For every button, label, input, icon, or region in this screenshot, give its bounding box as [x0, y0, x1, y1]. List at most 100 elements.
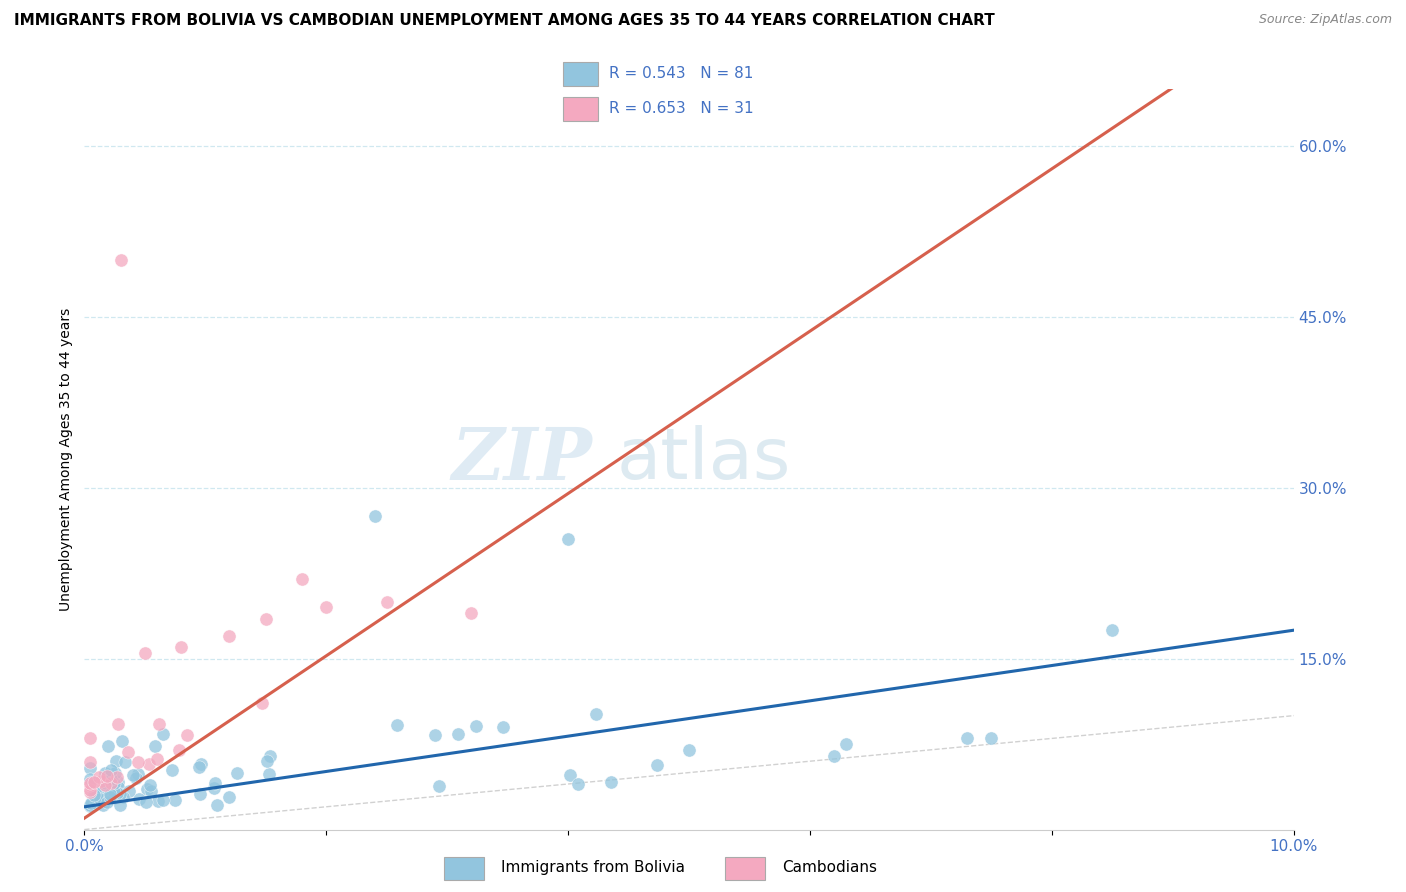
Point — [585, 706, 607, 721]
Text: R = 0.653   N = 31: R = 0.653 N = 31 — [609, 102, 754, 116]
Point — [190, 756, 212, 771]
Point — [170, 640, 193, 655]
Point — [187, 760, 209, 774]
FancyBboxPatch shape — [564, 96, 598, 121]
Point — [143, 739, 166, 753]
Point — [600, 775, 623, 789]
Point — [204, 776, 226, 790]
Point — [101, 773, 124, 788]
Point — [678, 743, 700, 757]
Point — [118, 784, 141, 798]
Point — [125, 772, 148, 786]
Point — [385, 718, 408, 732]
Point — [103, 785, 125, 799]
Point — [79, 731, 101, 745]
Point — [79, 775, 101, 789]
Point — [135, 796, 157, 810]
Text: IMMIGRANTS FROM BOLIVIA VS CAMBODIAN UNEMPLOYMENT AMONG AGES 35 TO 44 YEARS CORR: IMMIGRANTS FROM BOLIVIA VS CAMBODIAN UNE… — [14, 13, 995, 29]
Point — [103, 790, 125, 805]
Point — [98, 789, 121, 804]
Point — [127, 766, 149, 780]
Point — [152, 727, 174, 741]
Point — [87, 770, 110, 784]
Point — [315, 600, 337, 615]
Point — [83, 788, 105, 802]
Point — [429, 779, 451, 793]
Point — [122, 768, 145, 782]
Point — [100, 772, 122, 786]
Point — [117, 745, 139, 759]
Point — [956, 731, 979, 746]
Point — [218, 629, 240, 643]
Point — [111, 789, 134, 804]
Point — [141, 784, 163, 798]
Point — [146, 752, 169, 766]
Point — [94, 766, 117, 780]
Point — [79, 799, 101, 814]
Point — [105, 770, 128, 784]
Point — [1101, 624, 1123, 638]
Point — [91, 798, 114, 813]
Text: ZIP: ZIP — [451, 424, 592, 495]
Point — [79, 756, 101, 770]
Point — [90, 774, 112, 789]
Point — [446, 726, 468, 740]
Point — [257, 766, 280, 780]
Point — [176, 728, 198, 742]
Point — [835, 737, 858, 751]
Point — [645, 758, 668, 772]
Point — [823, 748, 845, 763]
Point — [111, 734, 134, 748]
Point — [218, 789, 240, 804]
Point — [79, 772, 101, 786]
Point — [375, 595, 398, 609]
Point — [96, 769, 118, 783]
Point — [84, 784, 107, 798]
Point — [114, 755, 136, 769]
Point — [460, 606, 482, 620]
Point — [128, 791, 150, 805]
Point — [464, 719, 486, 733]
Point — [79, 779, 101, 793]
Point — [138, 778, 160, 792]
Point — [98, 788, 121, 802]
Point — [100, 776, 122, 790]
Point — [138, 757, 160, 772]
Point — [423, 728, 446, 742]
Point — [96, 796, 118, 810]
Point — [134, 646, 156, 660]
FancyBboxPatch shape — [564, 62, 598, 87]
Point — [80, 796, 103, 810]
Point — [363, 509, 385, 524]
Point — [108, 787, 131, 801]
Point — [79, 761, 101, 775]
Point — [492, 720, 515, 734]
Text: Immigrants from Bolivia: Immigrants from Bolivia — [501, 860, 685, 875]
Point — [79, 783, 101, 797]
Point — [190, 787, 212, 801]
Point — [152, 793, 174, 807]
Point — [291, 572, 314, 586]
Point — [250, 696, 273, 710]
Point — [162, 763, 184, 777]
Point — [254, 612, 277, 626]
Text: Source: ZipAtlas.com: Source: ZipAtlas.com — [1258, 13, 1392, 27]
Point — [107, 716, 129, 731]
Point — [557, 532, 579, 546]
Point — [84, 797, 107, 811]
Point — [567, 777, 589, 791]
Text: R = 0.543   N = 81: R = 0.543 N = 81 — [609, 67, 754, 81]
Point — [256, 754, 278, 768]
FancyBboxPatch shape — [444, 857, 484, 880]
Point — [89, 792, 111, 806]
Point — [163, 793, 186, 807]
Point — [100, 763, 122, 777]
Point — [259, 749, 281, 764]
Point — [105, 786, 128, 800]
Point — [86, 790, 108, 805]
Point — [90, 786, 112, 800]
Point — [107, 774, 129, 789]
Point — [89, 791, 111, 805]
Point — [226, 765, 249, 780]
Point — [79, 798, 101, 813]
